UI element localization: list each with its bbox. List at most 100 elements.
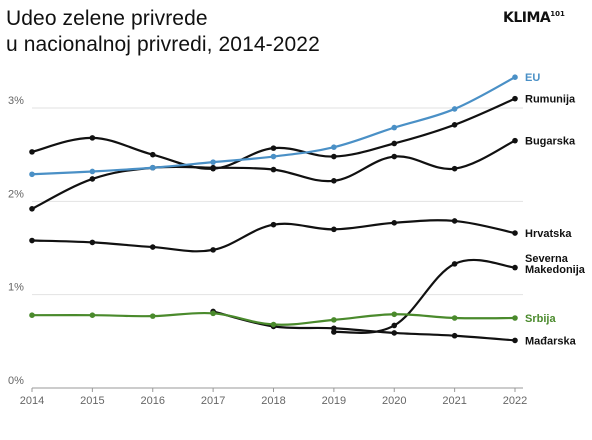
point-ma-arska [331, 325, 337, 332]
point-srbija [210, 310, 216, 317]
chart-title-line-1: Udeo zelene privrede [6, 7, 208, 30]
klima101-logo: KLIMA101 [503, 10, 565, 26]
label-line: Mađarska [525, 335, 577, 347]
series-rumunija [29, 95, 518, 172]
point-hrvatska [89, 239, 96, 246]
label-rumunija: Rumunija [525, 94, 576, 106]
label-hrvatska: Hrvatska [525, 228, 572, 240]
x-tick-label: 2019 [322, 395, 346, 407]
label-line: Hrvatska [525, 228, 572, 240]
point-bugarska [270, 166, 277, 173]
series-lines [29, 74, 518, 344]
point-srbija [29, 312, 35, 319]
x-tick-label: 2022 [503, 395, 527, 407]
point-ma-arska [391, 330, 398, 336]
label-bugarska: Bugarska [525, 136, 576, 148]
point-rumunija [512, 95, 518, 102]
point-eu [331, 144, 337, 150]
x-tick-label: 2021 [442, 395, 466, 407]
point-hrvatska [512, 230, 518, 236]
y-tick-label: 3% [8, 95, 24, 107]
line-eu [30, 76, 517, 176]
point-rumunija [270, 145, 277, 151]
chart-title: Udeo zelene privrede u nacionalnoj privr… [6, 6, 320, 58]
x-axis: 2014 2015 2016 2017 2018 2019 2020 2021 2022 [20, 388, 527, 407]
point-eu [391, 124, 398, 131]
y-tick-label: 1% [8, 282, 24, 294]
y-tick-label: 0% [8, 375, 24, 387]
point-rumunija [391, 140, 398, 147]
point-bugarska [512, 137, 518, 144]
point-bugarska [391, 153, 398, 160]
point-ma-arska [512, 337, 518, 344]
point-rumunija [210, 165, 216, 172]
point-eu [149, 164, 156, 171]
point-eu [210, 159, 216, 165]
line-bugarska [30, 139, 517, 210]
point-bugarska [451, 165, 458, 172]
point-rumunija [331, 153, 337, 160]
point-eu [89, 168, 96, 175]
label-line: Severna [525, 253, 569, 265]
point-hrvatska [29, 237, 35, 244]
point-eu [512, 74, 518, 80]
point-bugarska [89, 176, 96, 182]
label-ma-arska: Mađarska [525, 335, 577, 347]
point-hrvatska [210, 247, 216, 253]
label-line: Bugarska [525, 136, 576, 148]
point-srbija [270, 321, 277, 328]
label-line: Srbija [525, 313, 556, 325]
point-hrvatska [270, 221, 277, 228]
series-ma-arska [210, 308, 518, 344]
point-eu [451, 106, 458, 112]
series-hrvatska [29, 218, 518, 253]
point-severna-makedonija [451, 261, 458, 267]
y-tick-label: 2% [8, 188, 24, 200]
label-line: Makedonija [525, 264, 586, 276]
series-severna-makedonija [331, 258, 518, 335]
x-tick-label: 2018 [261, 395, 285, 407]
label-eu: EU [525, 72, 540, 84]
logo-superscript: 101 [550, 10, 565, 18]
point-eu [29, 171, 35, 178]
line-ma-arska [212, 310, 517, 342]
label-srbija: Srbija [525, 313, 556, 325]
point-rumunija [149, 151, 156, 158]
line-severna-makedonija [332, 258, 517, 334]
point-srbija [89, 312, 96, 319]
point-hrvatska [391, 220, 398, 226]
x-tick-label: 2017 [201, 395, 225, 407]
point-rumunija [89, 135, 96, 141]
point-severna-makedonija [512, 264, 518, 271]
point-hrvatska [451, 218, 458, 224]
point-hrvatska [331, 226, 337, 233]
label-line: Rumunija [525, 94, 576, 106]
gridlines [32, 107, 523, 389]
series-srbija [29, 310, 518, 328]
series-eu [29, 74, 518, 178]
x-tick-label: 2014 [20, 395, 44, 407]
logo-text: KLIMA [503, 10, 551, 26]
point-srbija [331, 317, 337, 323]
point-srbija [512, 315, 518, 321]
x-tick-label: 2015 [80, 395, 104, 407]
y-axis: 0% 1% 2% 3% [8, 95, 24, 387]
point-srbija [149, 313, 156, 319]
point-bugarska [331, 178, 337, 184]
point-rumunija [451, 122, 458, 128]
chart-title-line-2: u nacionalnoj privredi, 2014-2022 [6, 33, 320, 56]
series-labels: Severna Makedonija Mađarska Hrvatska Bugarsk… [525, 72, 586, 347]
x-tick-label: 2020 [382, 395, 406, 407]
label-line: EU [525, 72, 540, 84]
label-severna-makedonija: Severna Makedonija [525, 253, 586, 276]
point-rumunija [29, 149, 35, 155]
point-srbija [451, 315, 458, 321]
point-hrvatska [149, 244, 156, 250]
point-ma-arska [451, 332, 458, 339]
point-eu [270, 153, 277, 160]
point-severna-makedonija [391, 322, 398, 329]
x-tick-label: 2016 [141, 395, 165, 407]
point-srbija [391, 311, 398, 318]
point-bugarska [29, 206, 35, 212]
